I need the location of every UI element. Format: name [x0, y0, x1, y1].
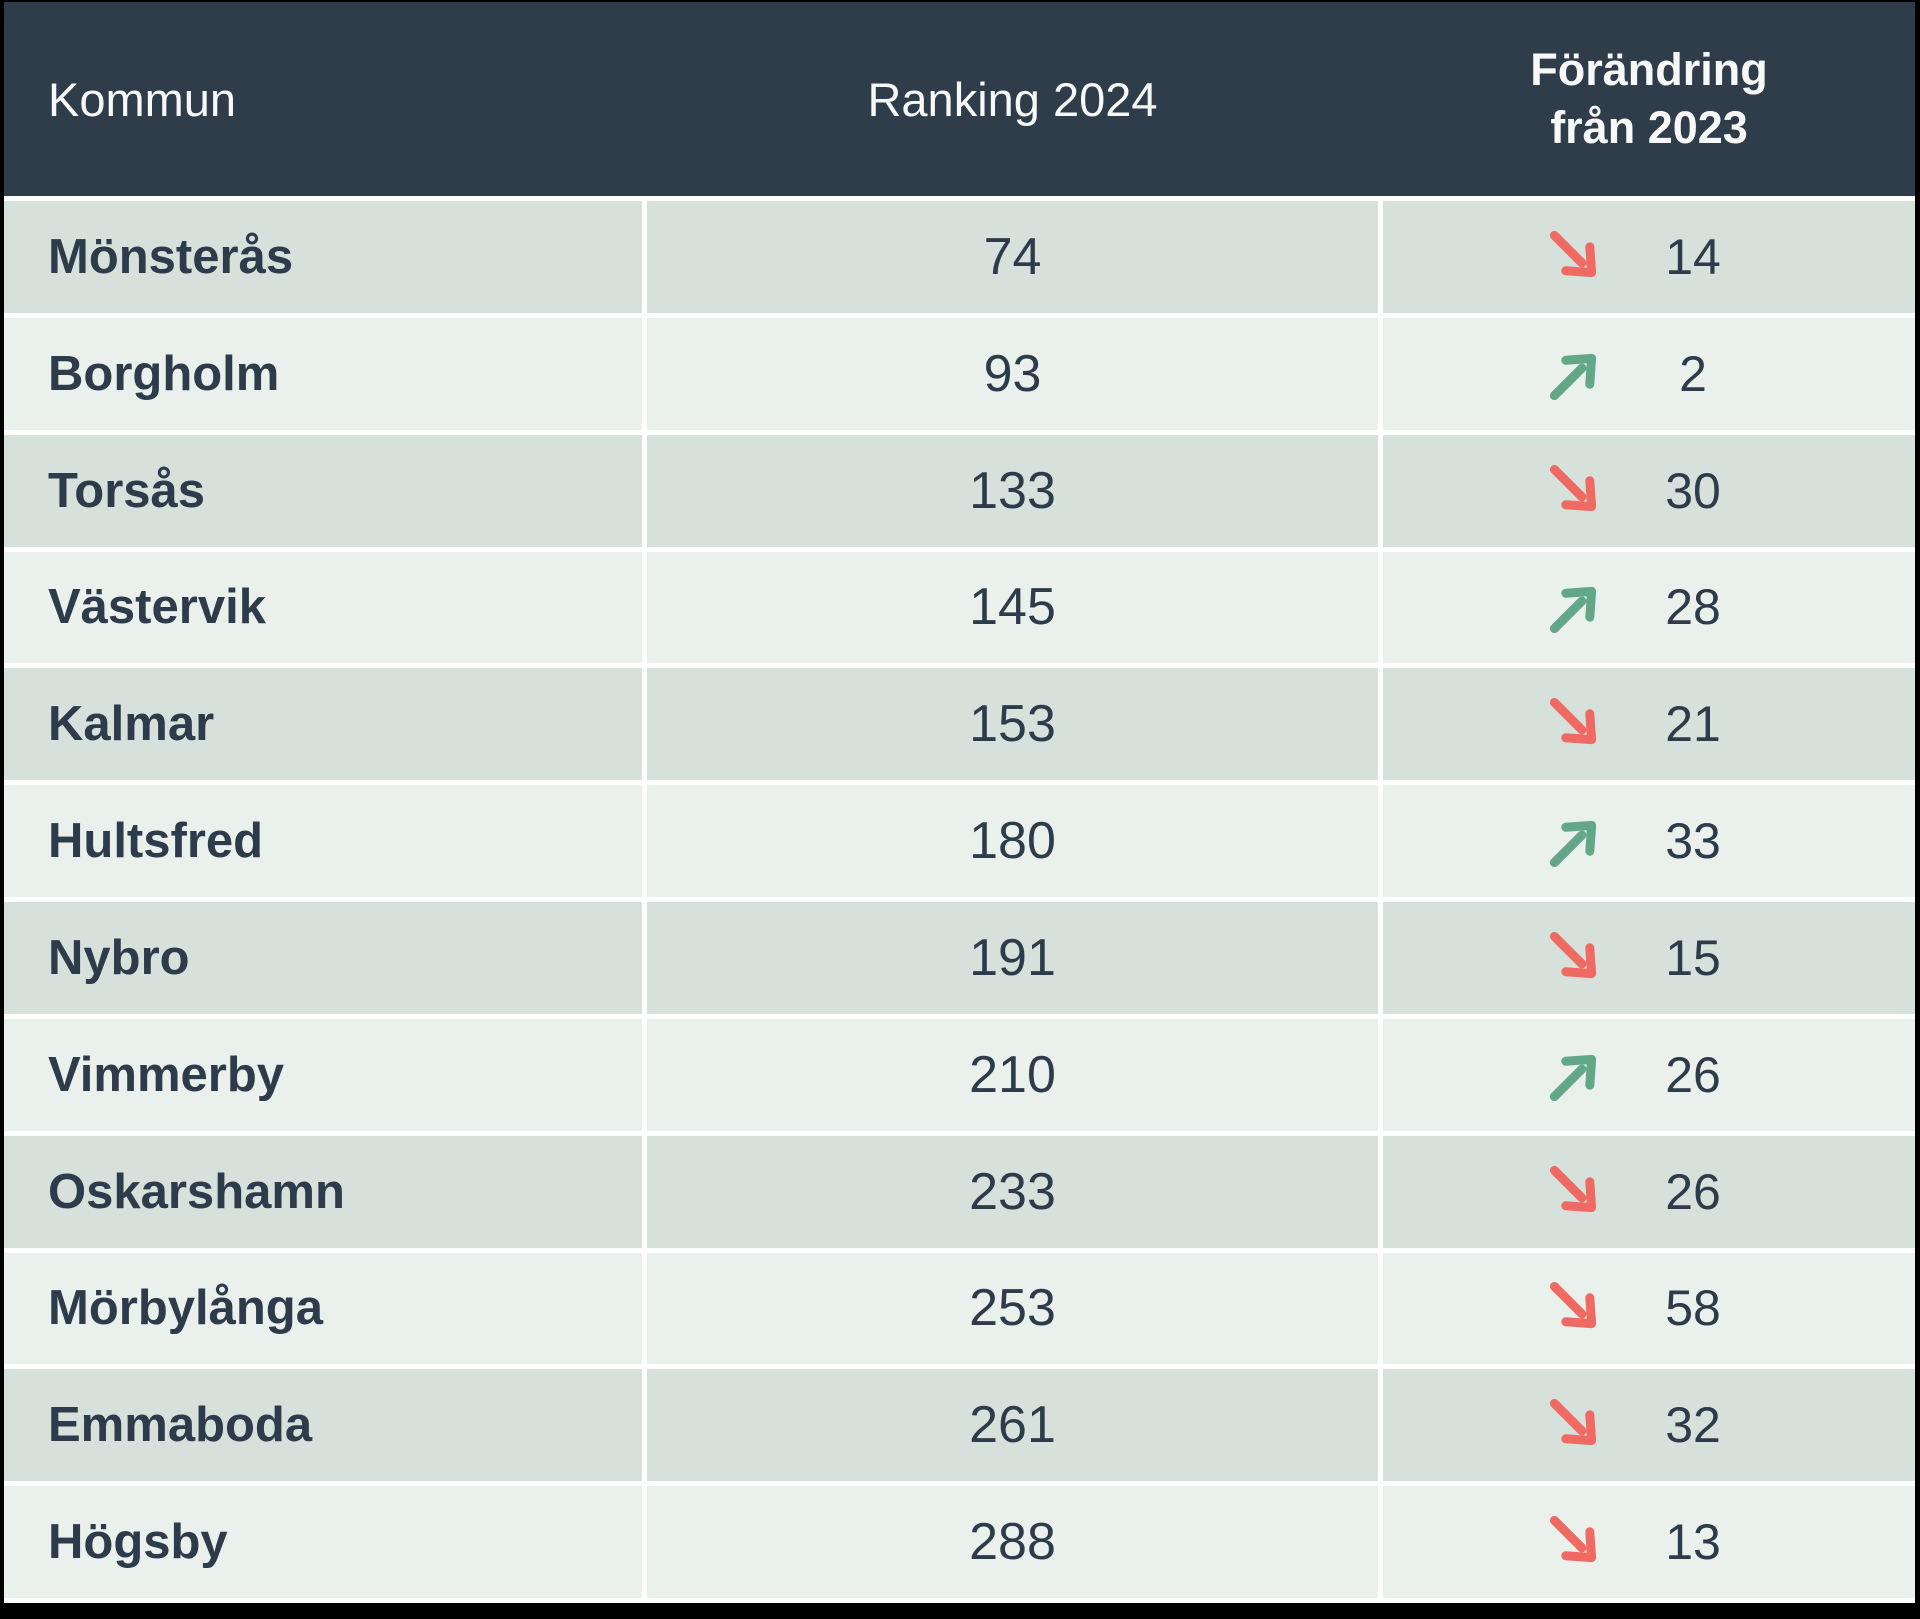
- table-row: Kalmar 153 21: [4, 668, 1915, 781]
- change-from-2023-cell: 28: [1383, 551, 1915, 664]
- table-row: Torsås 133 30: [4, 434, 1915, 547]
- kommun-name: Mörbylånga: [4, 1252, 642, 1365]
- change-from-2023-cell: 13: [1383, 1486, 1915, 1598]
- change-from-2023-value: 2: [1679, 345, 1707, 402]
- kommun-name: Mönsterås: [4, 201, 642, 313]
- change-from-2023-value: 15: [1665, 929, 1721, 986]
- change-from-2023-cell: 2: [1383, 317, 1915, 430]
- arrow-up-right-icon: [1546, 344, 1606, 404]
- change-from-2023-cell: 26: [1383, 1018, 1915, 1131]
- change-from-2023-value: 30: [1665, 462, 1721, 519]
- ranking-2024-value: 180: [647, 785, 1378, 897]
- arrow-down-right-icon: [1546, 227, 1606, 287]
- ranking-2024-value: 288: [647, 1486, 1378, 1598]
- change-from-2023-value: 14: [1665, 228, 1721, 285]
- ranking-2024-value: 191: [647, 902, 1378, 1014]
- kommun-name: Hultsfred: [4, 785, 642, 897]
- change-from-2023-value: 32: [1665, 1397, 1721, 1454]
- change-from-2023-cell: 30: [1383, 434, 1915, 547]
- ranking-2024-value: 145: [647, 551, 1378, 664]
- change-from-2023-cell: 32: [1383, 1369, 1915, 1482]
- ranking-2024-value: 74: [647, 201, 1378, 313]
- column-header-change-line2: från 2023: [1550, 102, 1748, 153]
- table-row: Högsby 288 13: [4, 1486, 1915, 1598]
- table-body: Mönsterås 74 14 Borgholm 93 2 Torsås 133 30 Väste…: [4, 196, 1915, 1603]
- kommun-name: Torsås: [4, 434, 642, 547]
- change-from-2023-cell: 26: [1383, 1135, 1915, 1248]
- ranking-2024-value: 253: [647, 1252, 1378, 1365]
- table-row: Emmaboda 261 32: [4, 1369, 1915, 1482]
- change-from-2023-value: 13: [1665, 1514, 1721, 1571]
- change-from-2023-value: 28: [1665, 579, 1721, 636]
- table-row: Oskarshamn 233 26: [4, 1135, 1915, 1248]
- arrow-down-right-icon: [1546, 1162, 1606, 1222]
- change-from-2023-value: 33: [1665, 813, 1721, 870]
- kommun-name: Oskarshamn: [4, 1135, 642, 1248]
- change-from-2023-cell: 33: [1383, 785, 1915, 897]
- arrow-down-right-icon: [1546, 1278, 1606, 1338]
- kommun-name: Emmaboda: [4, 1369, 642, 1482]
- arrow-up-right-icon: [1546, 577, 1606, 637]
- arrow-down-right-icon: [1546, 694, 1606, 754]
- change-from-2023-cell: 14: [1383, 201, 1915, 313]
- kommun-name: Nybro: [4, 902, 642, 1014]
- table-row: Hultsfred 180 33: [4, 785, 1915, 897]
- column-header-ranking-2024: Ranking 2024: [867, 72, 1158, 126]
- change-from-2023-value: 21: [1665, 696, 1721, 753]
- change-from-2023-value: 26: [1665, 1163, 1721, 1220]
- kommun-name: Borgholm: [4, 317, 642, 430]
- change-from-2023-cell: 21: [1383, 668, 1915, 781]
- arrow-down-right-icon: [1546, 1395, 1606, 1455]
- change-from-2023-value: 58: [1665, 1280, 1721, 1337]
- arrow-down-right-icon: [1546, 461, 1606, 521]
- column-header-kommun: Kommun: [48, 72, 237, 126]
- arrow-down-right-icon: [1546, 928, 1606, 988]
- ranking-2024-value: 153: [647, 668, 1378, 781]
- kommun-name: Högsby: [4, 1486, 642, 1598]
- table-row: Västervik 145 28: [4, 551, 1915, 664]
- table-header-row: Kommun Ranking 2024 Förändring från 2023: [4, 2, 1915, 196]
- change-from-2023-cell: 15: [1383, 902, 1915, 1014]
- column-header-change-line1: Förändring: [1530, 44, 1768, 96]
- ranking-2024-value: 261: [647, 1369, 1378, 1482]
- arrow-up-right-icon: [1546, 1045, 1606, 1105]
- table-row: Borgholm 93 2: [4, 317, 1915, 430]
- change-from-2023-cell: 58: [1383, 1252, 1915, 1365]
- kommun-name: Kalmar: [4, 668, 642, 781]
- ranking-2024-value: 210: [647, 1018, 1378, 1131]
- table-row: Vimmerby 210 26: [4, 1018, 1915, 1131]
- kommun-ranking-table: Kommun Ranking 2024 Förändring från 2023…: [4, 2, 1915, 1603]
- table-row: Mörbylånga 253 58: [4, 1252, 1915, 1365]
- arrow-up-right-icon: [1546, 811, 1606, 871]
- kommun-name: Västervik: [4, 551, 642, 664]
- change-from-2023-value: 26: [1665, 1046, 1721, 1103]
- ranking-2024-value: 233: [647, 1135, 1378, 1248]
- arrow-down-right-icon: [1546, 1512, 1606, 1572]
- ranking-2024-value: 93: [647, 317, 1378, 430]
- column-header-change-from-2023: Förändring från 2023: [1383, 41, 1915, 156]
- kommun-name: Vimmerby: [4, 1018, 642, 1131]
- table-row: Nybro 191 15: [4, 902, 1915, 1014]
- table-row: Mönsterås 74 14: [4, 201, 1915, 313]
- ranking-2024-value: 133: [647, 434, 1378, 547]
